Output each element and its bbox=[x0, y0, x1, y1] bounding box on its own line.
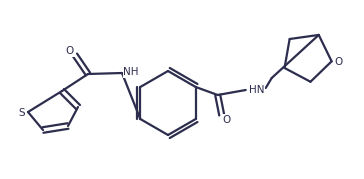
Text: O: O bbox=[66, 46, 74, 56]
Text: O: O bbox=[223, 115, 231, 125]
Text: O: O bbox=[335, 57, 343, 67]
Text: NH: NH bbox=[123, 67, 139, 77]
Text: S: S bbox=[19, 108, 25, 118]
Text: HN: HN bbox=[249, 85, 265, 95]
